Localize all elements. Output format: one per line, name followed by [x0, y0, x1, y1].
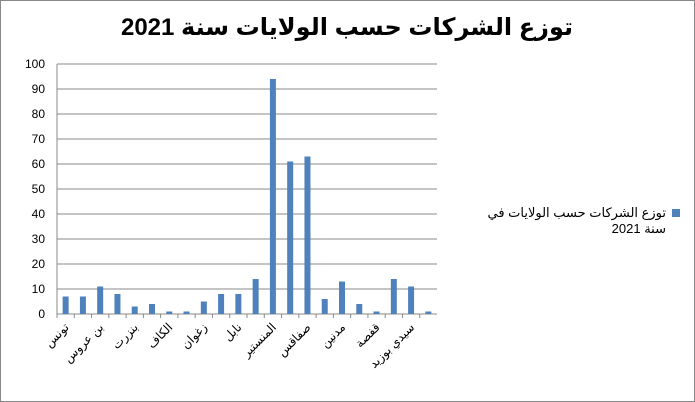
y-tick-label: 60	[32, 157, 46, 171]
y-tick-label: 90	[32, 82, 46, 96]
y-tick-label: 50	[32, 182, 46, 196]
bar	[390, 279, 397, 314]
legend-label: توزع الشركات حسب الولايات في سنة 2021	[487, 205, 666, 236]
y-tick-label: 0	[38, 307, 45, 321]
y-tick-label: 40	[32, 207, 46, 221]
y-tick-label: 100	[25, 57, 45, 71]
bar	[425, 311, 432, 314]
bar	[218, 294, 225, 314]
bar	[356, 304, 363, 314]
bar	[79, 296, 86, 314]
bar	[373, 311, 380, 314]
bar	[166, 311, 173, 314]
bar	[62, 296, 69, 314]
y-tick-label: 20	[32, 257, 46, 271]
bar	[321, 299, 328, 314]
bar	[287, 161, 294, 314]
bar	[408, 286, 415, 314]
y-tick-label: 70	[32, 132, 46, 146]
bar	[269, 79, 276, 314]
bar	[114, 294, 121, 314]
bar	[200, 301, 207, 314]
bar	[252, 279, 259, 314]
y-tick-label: 80	[32, 107, 46, 121]
bar	[339, 281, 345, 314]
bar	[183, 311, 190, 314]
bar	[235, 294, 242, 314]
bar	[97, 286, 104, 314]
bar	[131, 306, 138, 314]
chart-title: توزع الشركات حسب الولايات سنة 2021	[121, 14, 573, 41]
y-tick-label: 30	[32, 232, 46, 246]
legend: توزع الشركات حسب الولايات في سنة 2021	[466, 205, 680, 237]
bar	[149, 304, 155, 314]
bar	[304, 156, 311, 314]
y-tick-label: 10	[32, 282, 46, 296]
legend-swatch	[672, 209, 680, 217]
